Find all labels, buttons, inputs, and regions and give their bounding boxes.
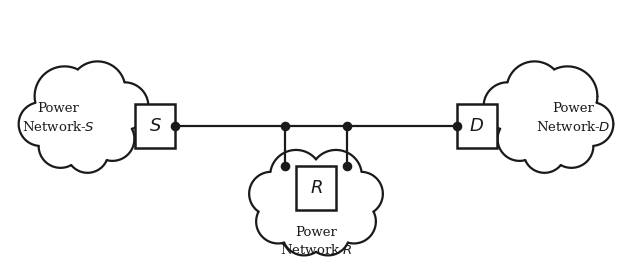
Circle shape <box>35 66 95 126</box>
Text: $S$: $S$ <box>149 117 162 135</box>
Text: $R$: $R$ <box>310 179 322 197</box>
Circle shape <box>70 61 125 117</box>
Circle shape <box>569 102 613 146</box>
Circle shape <box>90 117 135 161</box>
FancyBboxPatch shape <box>296 166 336 210</box>
Circle shape <box>100 82 149 130</box>
Circle shape <box>507 61 562 117</box>
Point <box>342 164 352 168</box>
Circle shape <box>497 117 542 161</box>
Circle shape <box>310 150 362 202</box>
Circle shape <box>19 102 63 146</box>
Circle shape <box>339 172 383 216</box>
Circle shape <box>332 200 376 243</box>
Circle shape <box>73 91 128 147</box>
Circle shape <box>537 66 597 126</box>
Text: Power
Network-$D$: Power Network-$D$ <box>536 102 611 134</box>
Circle shape <box>256 200 300 243</box>
Circle shape <box>504 91 559 147</box>
Text: Power
Network-$R$: Power Network-$R$ <box>279 226 353 257</box>
Circle shape <box>38 84 107 154</box>
Circle shape <box>525 84 594 154</box>
Circle shape <box>286 169 346 229</box>
Point <box>452 124 462 128</box>
Text: $D$: $D$ <box>469 117 484 135</box>
Circle shape <box>288 181 344 237</box>
FancyBboxPatch shape <box>457 104 497 148</box>
Circle shape <box>549 124 593 168</box>
Point <box>170 124 180 128</box>
Circle shape <box>282 212 326 255</box>
Circle shape <box>39 124 83 168</box>
Point <box>342 124 352 128</box>
FancyBboxPatch shape <box>135 104 175 148</box>
Point <box>280 164 290 168</box>
Circle shape <box>306 212 350 255</box>
Circle shape <box>483 82 532 130</box>
Circle shape <box>66 131 109 173</box>
Point <box>280 124 290 128</box>
Circle shape <box>523 131 566 173</box>
Circle shape <box>249 172 293 216</box>
Text: Power
Network-$S$: Power Network-$S$ <box>22 102 95 134</box>
Circle shape <box>270 150 322 202</box>
